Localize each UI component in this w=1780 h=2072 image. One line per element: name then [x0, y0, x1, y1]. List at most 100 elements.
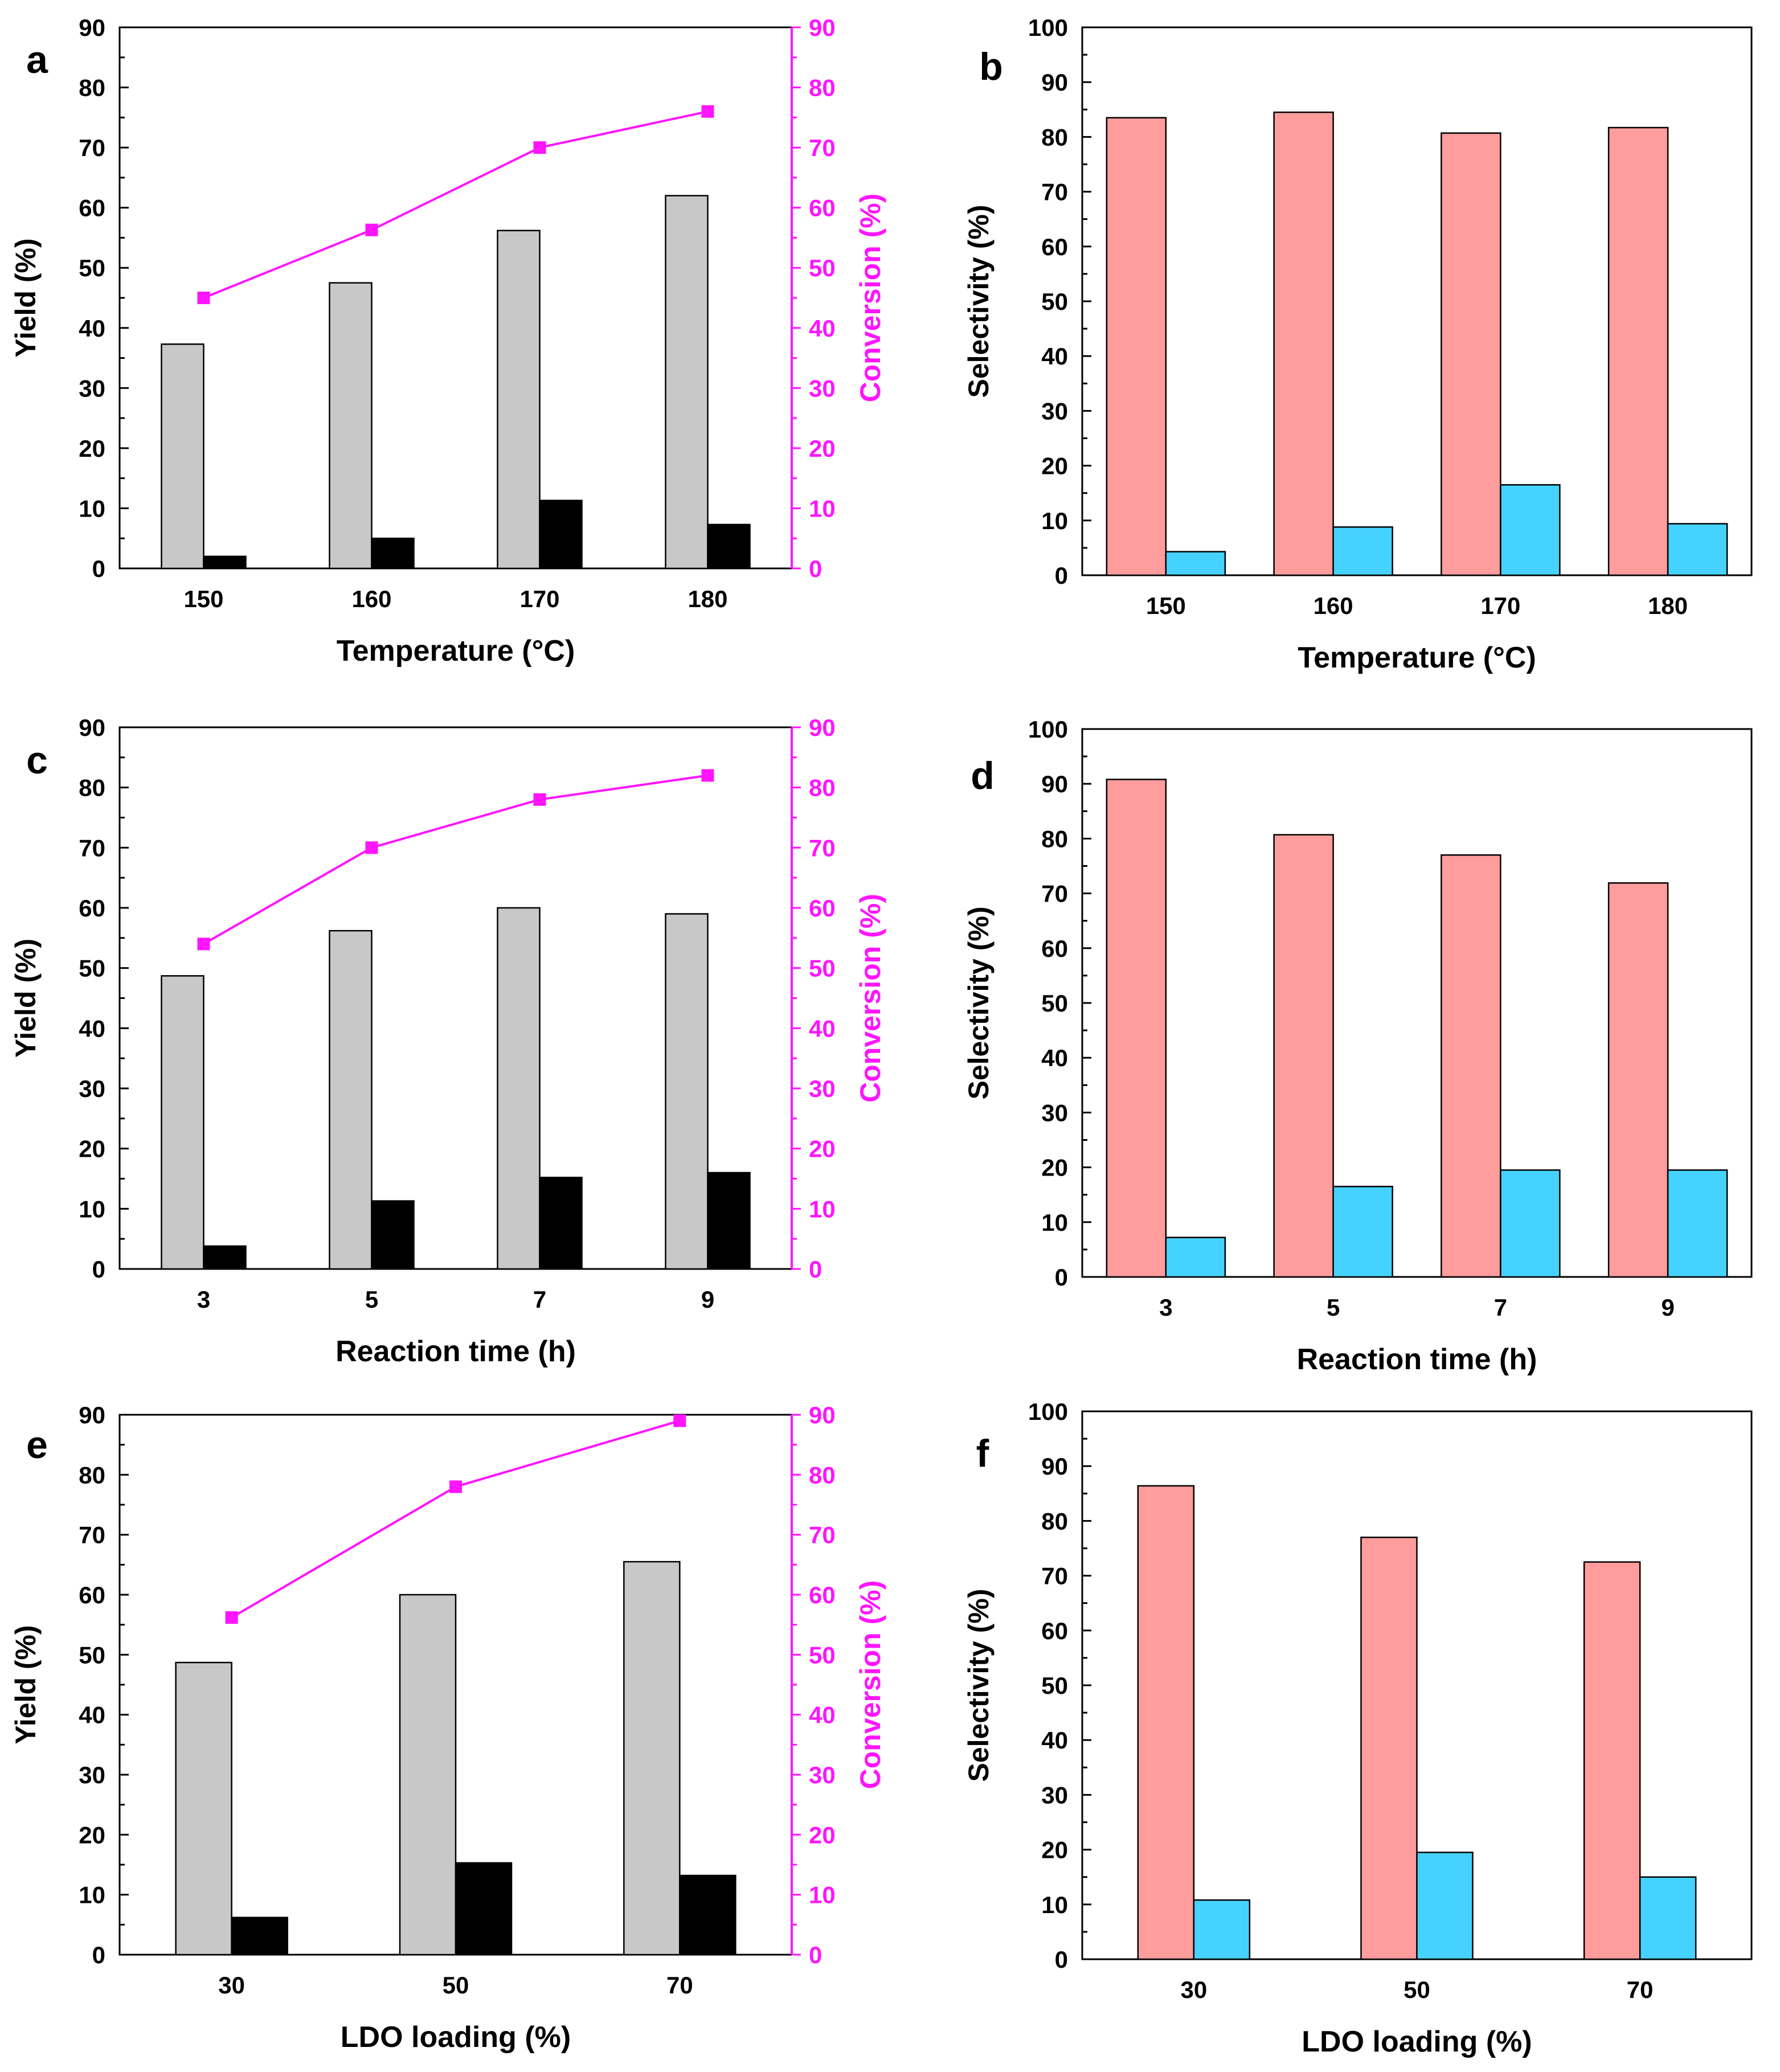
panel-f: f 0 10 20 30 40 50 60 70 80 90 100 Selectivity (%) 30… [963, 1398, 1753, 2058]
y-tick-label: 50 [79, 955, 105, 982]
conversion-line [203, 110, 708, 299]
conversion-point-50 [449, 1480, 462, 1493]
y-tick-label: 70 [1041, 179, 1068, 206]
conversion-point-3 [197, 937, 210, 951]
y-tick-label: 90 [1041, 69, 1068, 96]
panel-a: a 0 10 20 30 40 50 60 70 80 90 Yield (%) 0 10 20 30 40 50… [10, 14, 886, 668]
x-axis-label: LDO loading (%) [341, 2021, 571, 2054]
y-axis-label: Yield (%) [10, 238, 42, 357]
bar-primary-7 [1441, 854, 1501, 1278]
y-tick-label: 10 [1041, 1209, 1068, 1236]
y2-axis-label: Conversion (%) [854, 894, 886, 1103]
y-tick-label: 20 [79, 435, 105, 462]
panel-letter: c [26, 739, 48, 782]
bar-secondary-5 [371, 1200, 415, 1270]
x-axis-label: Reaction time (h) [335, 1335, 576, 1368]
x-tick-label: 180 [1648, 592, 1688, 619]
y2-tick-label: 20 [809, 435, 836, 462]
x-axis-label: Temperature (°C) [1298, 641, 1536, 674]
bar-secondary-160 [371, 537, 415, 570]
y2-tick-label: 80 [809, 1461, 836, 1488]
y-tick-label: 50 [1041, 288, 1068, 315]
y-tick-label: 70 [79, 1522, 105, 1549]
y2-tick-label: 40 [809, 1015, 836, 1042]
y2-tick-label: 60 [809, 195, 836, 222]
y2-tick-label: 80 [809, 75, 836, 101]
conversion-point-180 [701, 105, 714, 118]
conversion-point-9 [701, 769, 714, 782]
y2-axis-label: Conversion (%) [854, 194, 886, 403]
y-tick-label: 60 [79, 895, 105, 922]
bar-secondary-9 [1667, 1169, 1728, 1278]
x-tick-label: 180 [688, 585, 727, 612]
y-tick-label: 30 [79, 1075, 105, 1102]
bar-primary-160 [1273, 111, 1334, 576]
y2-tick-label: 90 [809, 1402, 836, 1428]
panel-e: e 0 10 20 30 40 50 60 70 80 90 Yield (%) 0 10 20 30 40 50… [10, 1402, 886, 2054]
y-tick-label: 60 [1041, 234, 1068, 260]
bar-secondary-3 [1165, 1236, 1226, 1278]
y-axis-label: Yield (%) [10, 939, 42, 1058]
y2-tick-label: 0 [809, 1942, 822, 1968]
panel-letter: d [971, 754, 995, 797]
panel-d: d 0 10 20 30 40 50 60 70 80 90 100 Selectivity (%) 3 5… [963, 716, 1753, 1376]
bar-secondary-170 [1500, 484, 1561, 576]
bar-primary-3 [161, 975, 204, 1270]
bar-secondary-180 [707, 523, 751, 570]
bar-primary-30 [1137, 1485, 1195, 1960]
bar-primary-7 [497, 907, 541, 1270]
y-tick-label: 40 [1041, 1045, 1068, 1071]
y-tick-label: 80 [1041, 124, 1068, 150]
y-tick-label: 30 [1041, 1099, 1068, 1126]
y-tick-label: 100 [1028, 1398, 1068, 1425]
x-tick-label: 30 [1180, 1976, 1207, 2003]
y-tick-label: 90 [1041, 1453, 1068, 1480]
y2-tick-label: 20 [809, 1136, 836, 1162]
bar-secondary-7 [539, 1177, 583, 1270]
y-tick-label: 80 [79, 775, 105, 801]
y-tick-label: 50 [79, 1641, 105, 1668]
y-tick-label: 90 [1041, 771, 1068, 797]
y-axis-label: Selectivity (%) [963, 906, 995, 1099]
x-tick-label: 70 [1627, 1976, 1654, 2003]
y-tick-label: 10 [1041, 507, 1068, 534]
y-tick-label: 60 [79, 195, 105, 222]
conversion-point-160 [365, 223, 378, 236]
panel-letter: e [26, 1423, 48, 1467]
x-tick-label: 7 [533, 1286, 546, 1313]
bar-secondary-70 [1639, 1876, 1697, 1960]
y2-tick-label: 70 [809, 134, 836, 161]
y-tick-label: 60 [79, 1582, 105, 1608]
bar-primary-170 [497, 230, 541, 570]
x-tick-label: 7 [1494, 1294, 1507, 1321]
bar-primary-30 [175, 1661, 232, 1956]
y-tick-label: 10 [79, 495, 105, 522]
y2-tick-label: 60 [809, 1582, 836, 1608]
x-tick-label: 30 [218, 1972, 245, 1999]
bar-secondary-30 [1193, 1899, 1251, 1960]
y-tick-label: 40 [79, 1702, 105, 1729]
y-tick-label: 60 [1041, 935, 1068, 962]
y-tick-label: 0 [1055, 1264, 1068, 1291]
y-tick-label: 80 [1041, 1508, 1068, 1534]
y2-tick-label: 30 [809, 375, 836, 402]
y-tick-label: 100 [1028, 14, 1068, 41]
y-tick-label: 70 [1041, 881, 1068, 907]
x-tick-label: 150 [1146, 592, 1186, 619]
bar-secondary-3 [203, 1245, 247, 1270]
y-tick-label: 40 [1041, 343, 1068, 370]
y2-tick-label: 50 [809, 955, 836, 982]
x-tick-label: 3 [1159, 1294, 1172, 1321]
conversion-point-7 [533, 793, 546, 806]
bar-secondary-50 [455, 1862, 513, 1956]
bar-secondary-170 [539, 499, 583, 570]
x-axis-label: LDO loading (%) [1302, 2025, 1532, 2058]
bar-secondary-9 [707, 1172, 751, 1270]
y2-tick-label: 0 [809, 555, 822, 582]
y-tick-label: 0 [1055, 1946, 1068, 1973]
x-axis-label: Temperature (°C) [337, 634, 575, 668]
panel-letter: f [976, 1432, 989, 1475]
y-tick-label: 30 [79, 375, 105, 402]
bar-secondary-30 [231, 1917, 288, 1956]
bar-secondary-7 [1500, 1169, 1561, 1278]
